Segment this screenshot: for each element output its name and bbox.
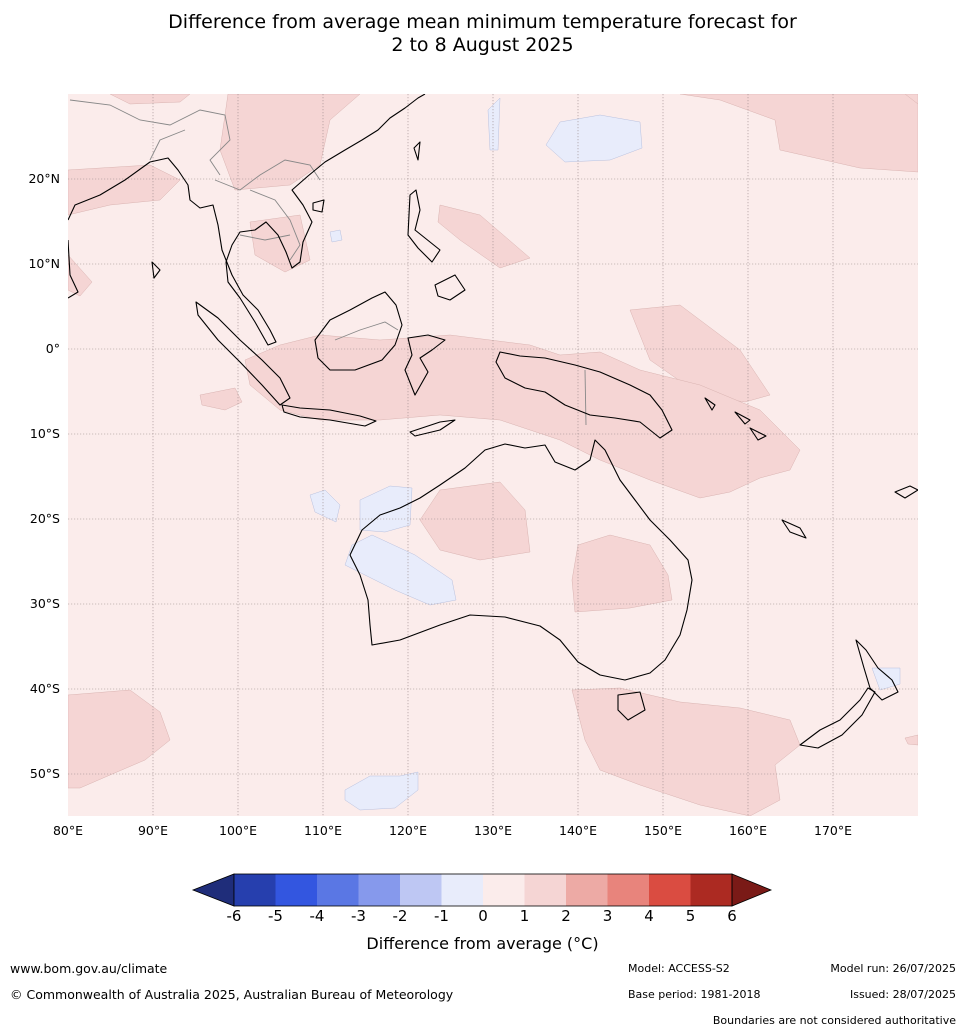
- coastlines: [68, 94, 918, 749]
- footer-copyright: © Commonwealth of Australia 2025, Austra…: [10, 987, 454, 1002]
- colorbar-cell: [358, 874, 400, 906]
- footer-issued: Issued: 28/07/2025: [849, 988, 956, 1001]
- sulawesi: [404, 334, 446, 396]
- lat-label-0: 0°: [45, 341, 60, 356]
- taiwan: [413, 141, 421, 161]
- colorbar-cell: [234, 874, 276, 906]
- colorbar-tick-label: -3: [351, 907, 366, 925]
- graticule: [68, 94, 918, 816]
- colorbar-cell: [607, 874, 649, 906]
- lon-label-150e: 150°E: [643, 823, 683, 838]
- lon-label-90e: 90°E: [137, 823, 169, 838]
- anomaly-minus1-to-0-regions: [309, 97, 901, 811]
- lat-label-20s: 20°S: [29, 511, 60, 526]
- colorbar-tick-label: 6: [727, 907, 737, 925]
- lon-label-100e: 100°E: [218, 823, 258, 838]
- tasmania: [617, 691, 646, 721]
- colorbar-cell: [400, 874, 442, 906]
- colorbar-tick-label: 0: [478, 907, 488, 925]
- sumatra: [195, 301, 291, 406]
- colorbar-tick-label: 4: [644, 907, 654, 925]
- lat-label-30s: 30°S: [29, 596, 60, 611]
- colorbar-tick-label: -2: [392, 907, 408, 925]
- india-west: [68, 239, 79, 299]
- colorbar-tick-label: 2: [561, 907, 571, 925]
- footer-url: www.bom.gov.au/climate: [10, 961, 168, 976]
- colorbar-extend-low: [191, 873, 235, 907]
- asia-coast: [68, 94, 426, 346]
- colorbar-label: Difference from average (°C): [366, 934, 599, 953]
- lon-label-140e: 140°E: [558, 823, 598, 838]
- lat-label-10s: 10°S: [29, 426, 60, 441]
- lon-label-110e: 110°E: [303, 823, 343, 838]
- lat-label-50s: 50°S: [29, 766, 60, 781]
- colorbar-tick-label: -4: [309, 907, 325, 925]
- colorbar-cell: [524, 874, 566, 906]
- java: [281, 404, 377, 427]
- footer-base-period: Base period: 1981-2018: [628, 988, 761, 1001]
- colorbar-cell: [566, 874, 608, 906]
- lon-label-130e: 130°E: [473, 823, 513, 838]
- forecast-map: [68, 94, 918, 816]
- solomon-islands: [704, 397, 767, 441]
- anomaly-1-to-2-regions: [68, 94, 918, 816]
- lon-label-160e: 160°E: [728, 823, 768, 838]
- colorbar-extend-high: [731, 873, 773, 907]
- colorbar-cell: [441, 874, 483, 906]
- colorbar-tick-label: 3: [602, 907, 613, 925]
- colorbar-tick-label: -6: [226, 907, 242, 925]
- luzon: [407, 189, 441, 263]
- lon-label-80e: 80°E: [52, 823, 84, 838]
- hainan: [312, 199, 325, 213]
- new-zealand-north: [855, 639, 899, 701]
- fiji: [894, 485, 918, 499]
- colorbar-cell: [317, 874, 359, 906]
- colorbar-tick-label: -1: [434, 907, 449, 925]
- footer-model: Model: ACCESS-S2: [628, 962, 730, 975]
- lat-label-20n: 20°N: [28, 171, 60, 186]
- new-caledonia: [781, 519, 807, 539]
- footer-disclaimer: Boundaries are not considered authoritat…: [712, 1014, 956, 1027]
- lon-label-170e: 170°E: [813, 823, 853, 838]
- timor: [409, 419, 456, 437]
- colorbar-tick-label: 5: [685, 907, 696, 925]
- colorbar-cell: [649, 874, 691, 906]
- colorbar-cell: [275, 874, 317, 906]
- australia: [349, 439, 693, 681]
- colorbar-tick-label: 1: [519, 907, 530, 925]
- lat-label-40s: 40°S: [29, 681, 60, 696]
- borneo: [314, 291, 403, 371]
- country-borders: [69, 99, 587, 426]
- colorbar-outline: [233, 873, 733, 907]
- sri-lanka: [151, 261, 161, 279]
- colorbar-tick-label: -5: [268, 907, 283, 925]
- footer-model-run: Model run: 26/07/2025: [830, 962, 956, 975]
- lon-label-120e: 120°E: [388, 823, 428, 838]
- colorbar-cell: [690, 874, 732, 906]
- new-guinea: [495, 351, 673, 439]
- mindanao: [434, 274, 466, 301]
- map-title-line2: 2 to 8 August 2025: [391, 34, 574, 56]
- colorbar-cell: [483, 874, 525, 906]
- map-title-line1: Difference from average mean minimum tem…: [168, 11, 797, 33]
- lat-label-10n: 10°N: [28, 256, 60, 271]
